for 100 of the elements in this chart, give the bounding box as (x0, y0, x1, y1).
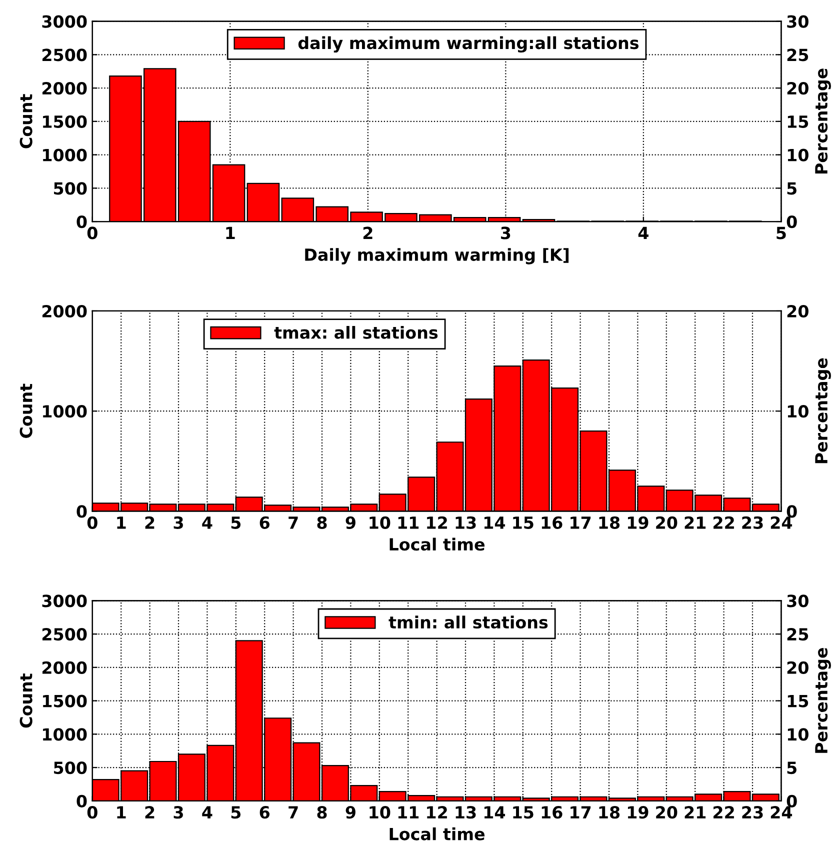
x-tick-label: 11 (398, 806, 419, 818)
x-tick-label: 9 (346, 516, 356, 529)
y2-axis-title: Percentage (815, 648, 831, 753)
x-tick-label: 6 (260, 516, 270, 529)
y-tick-label: 2000 (42, 661, 87, 674)
y2-tick-label: 20 (787, 82, 808, 95)
y-tick-label: 0 (76, 215, 87, 228)
y2-tick-label: 25 (787, 48, 808, 62)
y-tick-label: 1000 (43, 148, 87, 162)
x-tick-label: 20 (656, 806, 678, 819)
y-tick-label: 500 (54, 761, 87, 774)
x-tick-label: 3 (174, 516, 183, 529)
x-tick-label: 13 (456, 806, 476, 819)
x-tick-label: 5 (231, 806, 241, 819)
x-tick-label: 11 (398, 516, 419, 529)
y-tick-label: 1000 (43, 405, 87, 418)
x-tick-label: 10 (370, 516, 390, 529)
y2-tick-label: 20 (787, 304, 808, 318)
x-tick-label: 19 (628, 806, 648, 819)
y2-axis-title: Percentage (815, 68, 831, 174)
x-tick-label: 0 (87, 226, 98, 240)
x-tick-label: 8 (317, 516, 327, 529)
y2-tick-label: 5 (787, 182, 796, 195)
y2-tick-label: 0 (786, 794, 797, 808)
x-tick-label: 1 (117, 806, 126, 818)
x-tick-label: 5 (776, 226, 786, 240)
x-tick-label: 21 (684, 806, 706, 818)
y2-tick-label: 10 (788, 728, 808, 741)
y-axis-title: Count (20, 94, 32, 148)
x-tick-label: 0 (87, 516, 98, 529)
legend-label: tmax: all stations (274, 326, 438, 339)
x-axis-title: Local time (390, 827, 485, 840)
y-axis-title: Count (20, 384, 32, 438)
x-tick-label: 1 (226, 226, 235, 240)
x-axis-title: Daily maximum warming [K] (305, 248, 569, 264)
x-tick-label: 2 (145, 806, 154, 818)
x-tick-label: 6 (260, 806, 270, 819)
x-tick-label: 0 (87, 806, 98, 819)
x-tick-label: 19 (628, 516, 648, 529)
y2-axis-title: Percentage (815, 358, 831, 464)
y-tick-label: 0 (76, 505, 87, 518)
x-tick-label: 14 (484, 516, 506, 529)
x-tick-label: 24 (770, 516, 792, 529)
y2-tick-label: 0 (786, 215, 797, 228)
x-tick-label: 15 (513, 516, 534, 529)
legend-label: daily maximum warming:all stations (298, 36, 639, 53)
x-tick-label: 24 (770, 806, 792, 818)
x-tick-label: 14 (484, 806, 506, 818)
x-tick-label: 17 (570, 806, 591, 818)
x-tick-label: 23 (742, 806, 763, 819)
y2-tick-label: 15 (788, 694, 808, 708)
x-tick-label: 4 (638, 226, 648, 240)
x-tick-label: 22 (714, 516, 734, 529)
x-tick-label: 4 (202, 806, 212, 818)
x-tick-label: 23 (742, 516, 763, 529)
y-tick-label: 3000 (42, 594, 87, 608)
y-tick-label: 2000 (42, 82, 87, 95)
y-tick-label: 1500 (43, 115, 87, 128)
x-tick-label: 9 (346, 806, 356, 819)
y-tick-label: 0 (76, 794, 87, 808)
x-tick-label: 18 (599, 516, 620, 529)
x-tick-label: 3 (174, 806, 183, 819)
x-tick-label: 16 (542, 806, 562, 819)
y2-tick-label: 10 (788, 405, 808, 418)
y-tick-label: 2500 (42, 628, 87, 641)
x-tick-label: 2 (145, 516, 154, 529)
x-tick-label: 2 (363, 226, 372, 240)
y-tick-label: 1500 (43, 694, 87, 708)
x-tick-label: 12 (427, 806, 447, 818)
x-tick-label: 7 (288, 806, 298, 818)
x-tick-label: 7 (288, 516, 298, 529)
y-tick-label: 3000 (42, 15, 87, 28)
x-tick-label: 20 (656, 516, 678, 529)
y2-tick-label: 15 (788, 116, 808, 128)
x-tick-label: 10 (370, 806, 390, 819)
y2-tick-label: 30 (787, 15, 808, 28)
x-axis-title: Local time (390, 538, 485, 551)
y-tick-label: 500 (54, 182, 87, 195)
x-tick-label: 8 (317, 806, 327, 819)
y-tick-label: 2500 (42, 48, 87, 62)
legend-label: tmin: all stations (388, 616, 548, 629)
y2-tick-label: 20 (787, 661, 808, 674)
x-tick-label: 22 (714, 806, 734, 818)
x-tick-label: 13 (456, 516, 476, 529)
y2-tick-label: 0 (786, 505, 797, 518)
x-tick-label: 18 (599, 806, 620, 819)
y2-tick-label: 10 (788, 148, 808, 162)
x-tick-label: 1 (117, 516, 126, 529)
x-tick-label: 16 (542, 516, 562, 529)
x-tick-label: 5 (231, 516, 241, 529)
x-tick-label: 21 (684, 516, 706, 529)
y2-tick-label: 30 (787, 594, 808, 608)
y-tick-label: 2000 (42, 304, 87, 318)
x-tick-label: 15 (513, 806, 534, 819)
x-tick-label: 12 (427, 516, 447, 529)
x-tick-label: 3 (500, 226, 510, 240)
x-tick-label: 4 (202, 516, 212, 529)
y-axis-title: Count (20, 673, 32, 728)
y2-tick-label: 25 (787, 628, 808, 641)
x-tick-label: 17 (570, 516, 591, 529)
